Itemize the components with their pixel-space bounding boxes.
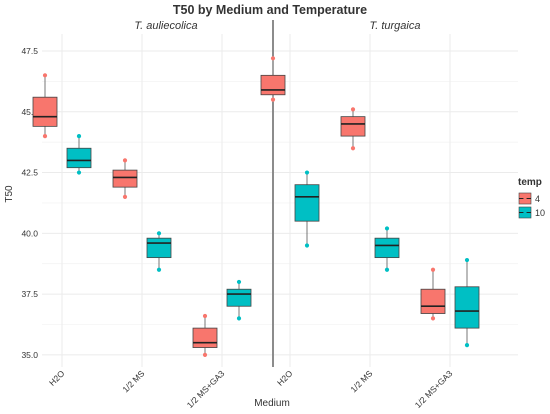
box-body [226,288,252,307]
box-body [192,327,218,348]
box-4 [420,267,446,321]
data-point [384,267,390,272]
x-tick-label: 1/2 MS+GA3 [185,368,227,410]
box-body [112,169,138,188]
data-point [236,279,242,285]
box-body [66,147,92,169]
x-tick-label: 1/2 MS [120,368,146,394]
data-point [270,56,276,61]
data-point [156,231,162,236]
data-point [76,133,82,139]
y-tick-label: 42.5 [21,168,38,178]
data-point [42,133,48,139]
x-tick-label: 1/2 MS+GA3 [413,368,455,410]
x-tick-label: H2O [275,368,295,388]
box-10 [226,279,252,321]
data-point [430,316,436,321]
data-point [430,267,436,272]
legend: temp 4 10 [518,177,545,219]
box-10 [454,257,480,348]
box-4 [32,73,58,139]
chart-title: T50 by Medium and Temperature [173,3,367,17]
box-body [32,96,58,127]
box-body [374,237,400,259]
box-body [146,237,172,259]
data-point [464,257,470,263]
data-point [76,170,82,175]
box-body [340,116,366,137]
data-point [304,243,310,248]
box-series [32,56,480,357]
y-tick-label: 47.5 [21,46,38,56]
data-point [304,170,310,175]
box-10 [374,226,400,272]
legend-key-point [523,196,527,201]
box-body [420,288,446,314]
data-point [384,226,390,231]
x-tick-label: H2O [47,368,67,388]
box-4 [192,313,218,357]
data-point [122,194,128,199]
data-point [156,267,162,272]
data-point [122,158,128,163]
y-tick-label: 40.0 [21,228,38,238]
box-4 [340,107,366,151]
data-point [42,73,48,78]
box-body [260,74,286,96]
y-tick-label: 37.5 [21,289,38,299]
x-axis-label: Medium [254,398,290,409]
legend-key-point [523,210,527,215]
box-4 [260,56,286,102]
data-point [202,352,208,357]
data-point [350,146,356,151]
y-tick-label: 45.0 [21,107,38,117]
data-point [236,316,242,321]
data-point [202,313,208,319]
data-point [464,343,470,348]
y-tick-label: 35.0 [21,350,38,360]
data-point [270,97,276,102]
x-axis-ticks: H2O 1/2 MS 1/2 MS+GA3 H2O 1/2 MS 1/2 MS+GA3 [47,368,455,410]
panel-title-left: T. auliecolica [134,20,197,32]
panel-title-right: T. turgaica [370,20,421,32]
box-10 [294,170,320,248]
legend-label: 10 [535,208,545,218]
y-axis-ticks: 35.0 37.5 40.0 42.5 45.0 47.5 [21,46,38,360]
box-10 [146,231,172,272]
y-axis-label: T50 [4,185,15,203]
box-body [294,184,320,222]
data-point [350,107,356,112]
box-body [454,286,480,329]
box-4 [112,158,138,199]
legend-title: temp [518,177,542,188]
legend-label: 4 [535,194,540,204]
x-tick-label: 1/2 MS [348,368,374,394]
box-10 [66,133,92,175]
